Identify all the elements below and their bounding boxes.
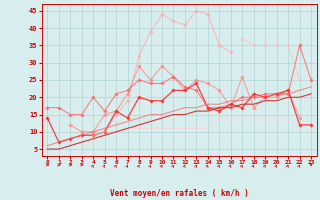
Text: Vent moyen/en rafales ( km/h ): Vent moyen/en rafales ( km/h ) <box>110 189 249 198</box>
